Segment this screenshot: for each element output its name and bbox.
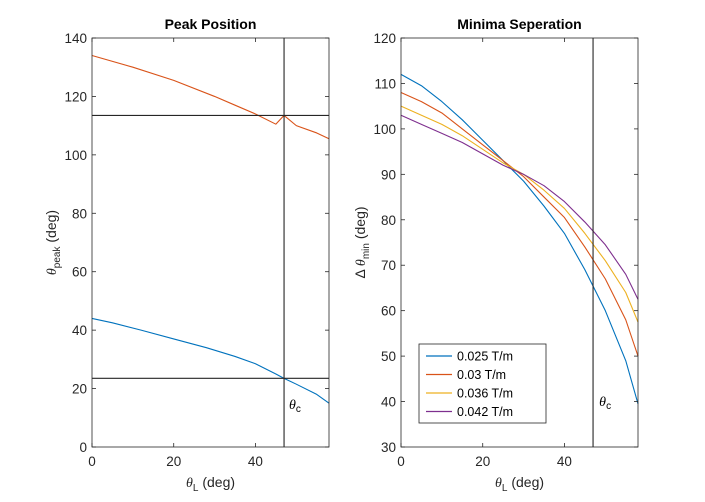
y-tick-label: 80 [72,206,87,221]
y-axis-label-symbol: θ [354,259,369,266]
annotation-symbol: θ [599,395,606,410]
y-tick-label: 40 [72,323,87,338]
y-axis-label-symbol: θ [45,268,60,275]
series-line-2 [91,317,330,404]
chart-2: 0 20 40 30 40 50 60 70 80 90 100 110 120 Minima Seper… [352,16,639,494]
x-axis-label: θL (deg) [495,474,544,494]
y-tick-label: 140 [64,31,87,46]
y-tick-label: 0 [79,440,87,455]
series-line-1 [91,55,330,140]
y-axis-label-unit: (deg) [43,210,59,243]
y-axis-label-subscript: peak [52,246,63,269]
series-line-4 [400,114,639,300]
y-tick-label: 20 [72,382,87,397]
y-tick-label: 80 [381,213,396,228]
y-tick-label: 50 [381,349,396,364]
y-tick-label: 60 [381,304,396,319]
y-tick-label: 40 [381,395,396,410]
legend-label: 0.025 T/m [457,350,513,364]
y-tick-label: 90 [381,167,396,182]
x-axis-label-symbol: θ [495,476,502,491]
y-tick-label: 120 [64,89,87,104]
x-axis-label-unit: (deg) [202,474,235,490]
annotation-symbol: θ [289,398,296,413]
y-tick-label: 100 [64,148,87,163]
chart-title: Peak Position [165,16,257,32]
legend-item[interactable]: 0.03 T/m [426,368,506,382]
legend-label: 0.03 T/m [457,368,506,382]
x-tick-label: 40 [557,454,572,469]
y-tick-label: 110 [374,76,396,91]
legend-label: 0.042 T/m [457,405,513,419]
y-tick-label: 70 [381,258,396,273]
series-line-1 [400,73,639,404]
theta-c-annotation: θc [599,395,611,412]
y-axis-label-unit: (deg) [352,206,368,239]
legend-item[interactable]: 0.042 T/m [426,405,513,419]
y-tick-label: 100 [373,122,396,137]
x-tick-label: 0 [88,454,96,469]
series-line-2 [400,92,639,357]
x-axis-label-subscript: L [193,483,199,494]
x-tick-label: 40 [248,454,263,469]
y-tick-label: 120 [373,31,396,46]
axes-box [400,37,639,448]
axes-box [91,37,330,448]
x-axis-label-unit: (deg) [511,474,544,490]
x-axis-label-subscript: L [502,483,508,494]
legend-label: 0.036 T/m [457,387,513,401]
x-axis-label: θL (deg) [186,474,235,494]
y-axis-label-prefix: Δ [352,266,368,278]
plot-area [92,38,329,447]
annotation-subscript: c [296,404,301,415]
legend-item[interactable]: 0.025 T/m [426,350,513,364]
y-axis-label: θpeak (deg) [43,210,63,275]
y-axis-label: Δ θmin (deg) [352,206,372,278]
legend[interactable]: 0.025 T/m 0.03 T/m 0.036 T/m 0.042 T/m [418,343,547,424]
x-tick-label: 0 [397,454,405,469]
x-tick-label: 20 [166,454,181,469]
x-axis-label-symbol: θ [186,476,193,491]
chart-title: Minima Seperation [457,16,581,32]
legend-box [418,343,547,424]
theta-c-annotation: θc [289,398,301,415]
y-axis-label-subscript: min [361,243,372,259]
legend-item[interactable]: 0.036 T/m [426,387,513,401]
y-tick-label: 60 [72,265,87,280]
annotation-subscript: c [606,401,611,412]
x-tick-label: 20 [475,454,490,469]
y-tick-label: 30 [381,440,396,455]
